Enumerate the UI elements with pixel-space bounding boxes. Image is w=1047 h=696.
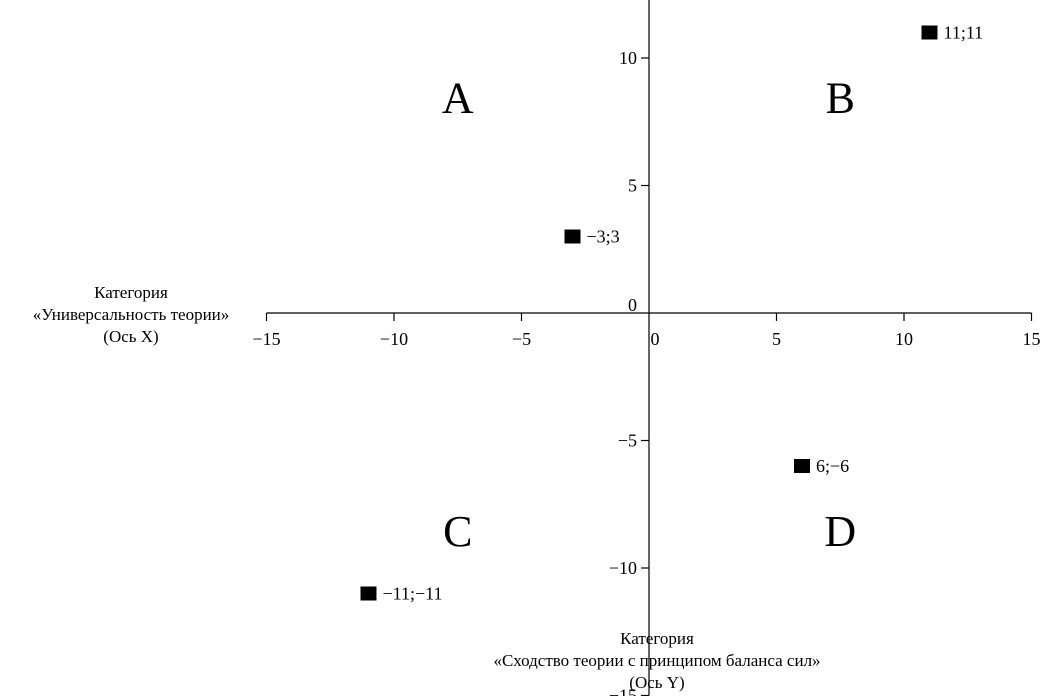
y-tick-label: −15 bbox=[609, 686, 637, 696]
x-tick-label: 0 bbox=[651, 329, 660, 349]
quadrant-label-c: C bbox=[443, 507, 472, 556]
x-tick-label: 10 bbox=[895, 329, 913, 349]
x-axis-label-line-2: «Универсальность теории» bbox=[32, 305, 230, 324]
axis-ticks: −15−10−5051015151050−5−10−15 bbox=[252, 48, 1041, 696]
data-points: 11;11 −3;3 6;−6 −11;−11 bbox=[360, 23, 984, 604]
x-tick-label: 15 bbox=[1023, 329, 1041, 349]
y-axis-label-line-3: (Ось Y) bbox=[629, 673, 685, 692]
x-tick-label: −10 bbox=[380, 329, 408, 349]
y-axis-label-line-1: Категория bbox=[620, 629, 694, 648]
y-tick-label: 0 bbox=[628, 295, 637, 315]
data-point-marker bbox=[564, 229, 581, 244]
data-point-marker bbox=[921, 25, 938, 40]
x-axis-label-line-1: Категория bbox=[94, 283, 168, 302]
quadrant-label-a: A bbox=[442, 73, 474, 122]
data-point-label: 6;−6 bbox=[816, 456, 849, 476]
y-tick-label: −10 bbox=[609, 558, 637, 578]
data-point-label: −11;−11 bbox=[383, 584, 443, 604]
quadrant-label-b: B bbox=[826, 73, 855, 122]
data-point-marker bbox=[794, 459, 810, 473]
x-axis-label: Категория «Универсальность теории» (Ось … bbox=[0, 282, 262, 348]
x-tick-label: −5 bbox=[512, 329, 531, 349]
data-point-label: −3;3 bbox=[587, 227, 620, 247]
y-axis-label-line-2: «Сходство теории с принципом баланса сил… bbox=[493, 651, 821, 670]
y-axis-label: Категория «Сходство теории с принципом б… bbox=[452, 628, 862, 694]
y-tick-label: 10 bbox=[619, 48, 637, 68]
x-axis-label-line-3: (Ось X) bbox=[103, 327, 159, 346]
x-tick-label: 5 bbox=[772, 329, 781, 349]
y-tick-label: −5 bbox=[618, 431, 637, 451]
quadrant-labels: A B C D bbox=[442, 73, 856, 556]
data-point-label: 11;11 bbox=[944, 23, 984, 43]
quadrant-label-d: D bbox=[824, 507, 856, 556]
y-tick-label: 5 bbox=[628, 176, 637, 196]
x-tick-label: −15 bbox=[252, 329, 280, 349]
data-point-marker bbox=[360, 586, 377, 601]
